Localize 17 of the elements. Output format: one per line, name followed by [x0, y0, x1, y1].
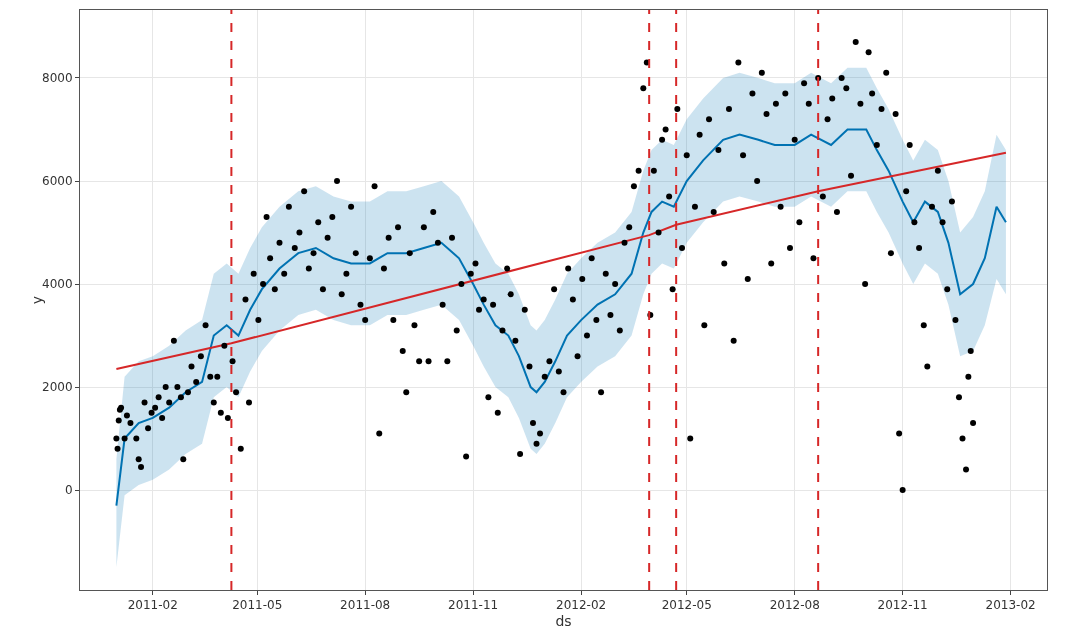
y-tick-label: 4000 [42, 277, 73, 292]
x-tick-label: 2011-11 [448, 598, 499, 613]
x-tick-label: 2012-11 [877, 598, 928, 613]
x-tick-label: 2011-08 [340, 598, 391, 613]
y-tick-label: 6000 [42, 174, 73, 189]
line-series [115, 128, 1007, 507]
x-tick-label: 2011-05 [232, 598, 283, 613]
y-tick-label: 2000 [42, 380, 73, 395]
x-tick-label: 2012-02 [556, 598, 607, 613]
y-tick-label: 8000 [42, 71, 73, 86]
x-tick-label: 2013-02 [985, 598, 1036, 613]
x-tick-label: 2012-08 [769, 598, 820, 613]
x-tick-label: 2012-05 [661, 598, 712, 613]
x-axis-title: ds [555, 612, 572, 629]
y-tick-label: 0 [64, 483, 73, 498]
x-tick-label: 2011-02 [127, 598, 178, 613]
y-axis-title: y [29, 295, 45, 305]
